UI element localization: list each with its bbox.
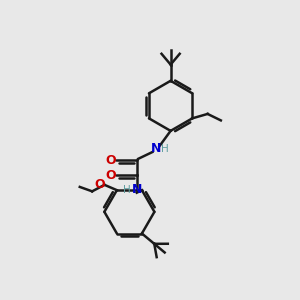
Text: O: O <box>95 178 105 191</box>
Text: N: N <box>151 142 161 155</box>
Text: O: O <box>106 154 116 167</box>
Text: O: O <box>106 169 116 182</box>
Text: H: H <box>161 143 169 154</box>
Text: N: N <box>132 183 142 196</box>
Text: H: H <box>124 185 131 195</box>
